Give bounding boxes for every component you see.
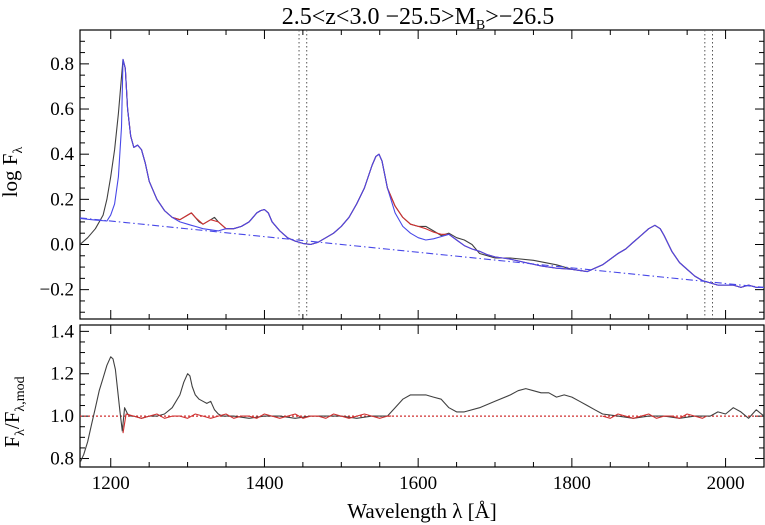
plot-area — [80, 30, 764, 319]
x-tick-label: 1600 — [399, 473, 437, 494]
plot-area — [80, 356, 764, 464]
x-tick-label: 2000 — [707, 473, 745, 494]
top-y-axis-label: log Fλ — [0, 147, 26, 198]
series-line — [122, 59, 764, 288]
y-tick-label: 1.2 — [50, 364, 74, 385]
x-axis-label: Wavelength λ [Å] — [347, 499, 497, 523]
y-tick-label: 0.0 — [50, 234, 74, 255]
y-tick-label: 1.4 — [50, 321, 74, 342]
y-tick-label: 0.8 — [50, 54, 74, 75]
panel-frame — [79, 324, 765, 468]
x-tick-label: 1800 — [553, 473, 591, 494]
bottom-y-axis-label: Fλ/Fλ,mod — [0, 376, 28, 447]
y-tick-label: 0.6 — [50, 99, 74, 120]
series-line — [122, 413, 392, 434]
y-tick-label: 0.2 — [50, 189, 74, 210]
y-tick-label: −0.2 — [40, 280, 74, 301]
y-tick-label: 1.0 — [50, 406, 74, 427]
series-line — [80, 356, 764, 464]
x-tick-label: 1400 — [245, 473, 283, 494]
y-tick-label: 0.4 — [50, 144, 74, 165]
series-line — [80, 58, 764, 288]
bottom-panel: 0.8 1.0 1.2 1.4 1200 1400 1600 1800 2000 — [50, 321, 765, 494]
top-panel: −0.2 0.0 0.2 0.4 0.6 0.8 — [40, 29, 765, 320]
x-tick-label: 1200 — [92, 473, 130, 494]
series-line — [80, 217, 764, 288]
series-line — [602, 413, 707, 419]
chart-title: 2.5<z<3.0 −25.5>MB>−26.5 — [282, 4, 555, 33]
panel-frame — [79, 29, 765, 320]
y-tick-label: 0.8 — [50, 449, 74, 470]
